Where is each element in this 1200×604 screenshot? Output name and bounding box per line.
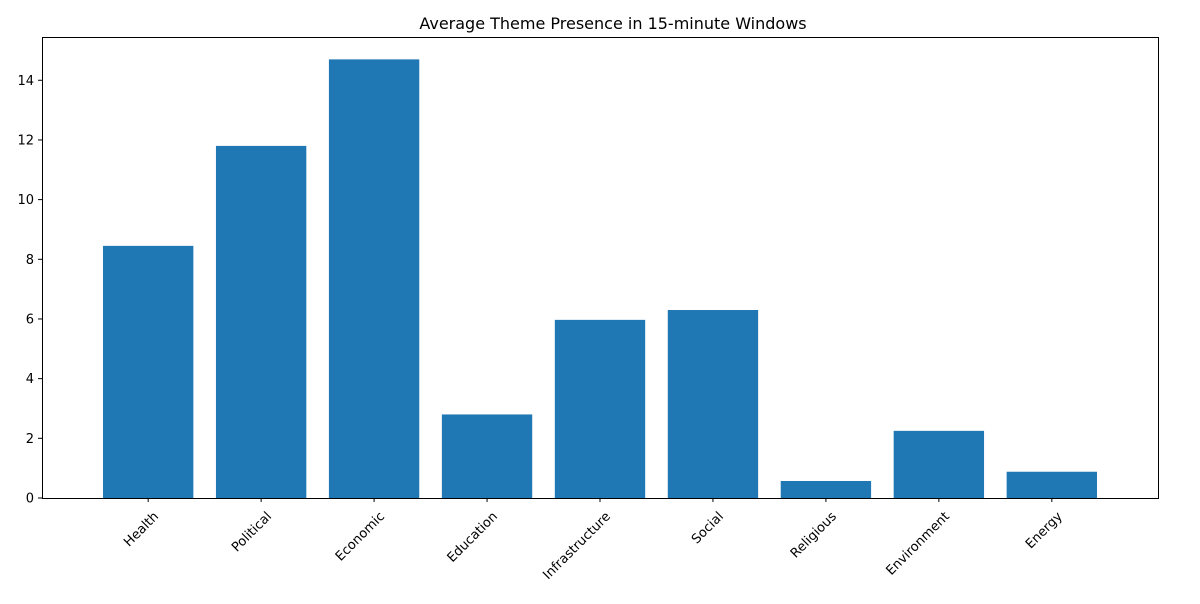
x-tick-label: Economic: [333, 509, 388, 564]
bar-health: [102, 245, 194, 498]
y-tick-label: 6: [26, 312, 34, 327]
chart-title: Average Theme Presence in 15-minute Wind…: [419, 14, 806, 33]
y-tick-label: 2: [26, 432, 34, 447]
bars: [102, 59, 1098, 499]
y-tick-label: 4: [26, 372, 34, 387]
plot-frame: [42, 37, 1159, 499]
x-tick-label: Political: [229, 509, 275, 555]
bar-religious: [780, 480, 872, 498]
y-tick-label: 12: [17, 133, 34, 148]
x-tick-label: Infrastructure: [540, 509, 614, 583]
y-tick-label: 8: [26, 253, 34, 268]
bar-social: [667, 310, 759, 498]
y-tick-label: 14: [17, 74, 34, 89]
x-tick-label: Education: [445, 509, 501, 565]
x-tick-label: Environment: [883, 509, 952, 578]
bar-energy: [1006, 471, 1098, 498]
bar-education: [441, 414, 533, 498]
bar-environment: [893, 430, 985, 498]
bar-economic: [328, 59, 420, 499]
x-axis: Health Political Economic Education Infrastr…: [121, 498, 1066, 583]
bar-infrastructure: [554, 319, 646, 498]
x-tick-label: Energy: [1023, 509, 1066, 552]
x-tick-label: Social: [689, 509, 727, 547]
bar-political: [215, 145, 307, 499]
y-tick-label: 0: [26, 492, 34, 507]
y-tick-label: 10: [17, 193, 34, 208]
y-axis: 0 2 4 6 8 10 12 14: [17, 74, 42, 507]
x-tick-label: Religious: [788, 509, 840, 561]
x-tick-label: Health: [121, 509, 162, 550]
